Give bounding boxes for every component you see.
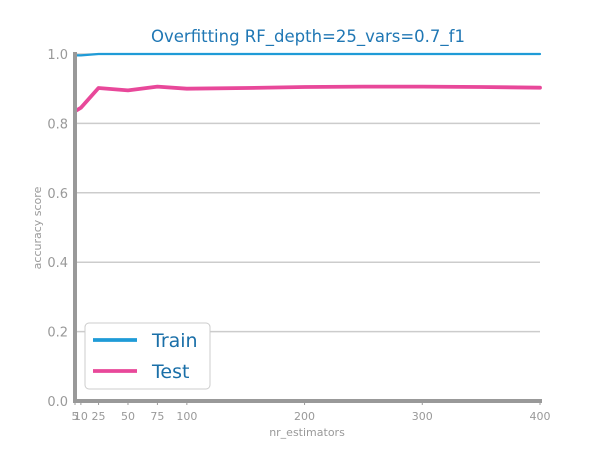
x-tick-label: 400 [530,410,551,423]
legend: Train Test [84,322,211,390]
x-tick-label: 25 [92,410,106,423]
x-tick-label: 100 [176,410,197,423]
x-tick-label: 10 [74,410,88,423]
y-tick-label: 1.0 [47,48,68,63]
x-tick-label: 5 [72,410,79,423]
series-line-train [73,52,542,57]
y-axis-ticks: 0.0 0.2 0.4 0.6 0.8 1.0 [47,48,68,410]
y-tick-label: 0.4 [47,256,68,271]
x-tick-label: 200 [294,410,315,423]
x-axis-label: nr_estimators [269,426,345,439]
y-axis-label: accuracy score [31,186,44,269]
y-tick-label: 0.2 [47,326,68,341]
x-tick-label: 75 [150,410,164,423]
y-tick-label: 0.0 [47,395,68,410]
legend-label-test: Test [151,361,189,383]
x-tick-label: 300 [412,410,433,423]
y-tick-label: 0.6 [47,187,68,202]
y-tick-label: 0.8 [47,117,68,132]
axes [73,52,542,403]
legend-label-train: Train [151,330,198,352]
plot-series [73,52,542,114]
chart-title: Overfitting RF_depth=25_vars=0.7_f1 [151,27,465,47]
x-axis-ticks: 510 25 50 75 100 200 300 400 [72,401,551,423]
x-tick-label: 50 [121,410,135,423]
series-line-test [73,84,542,114]
